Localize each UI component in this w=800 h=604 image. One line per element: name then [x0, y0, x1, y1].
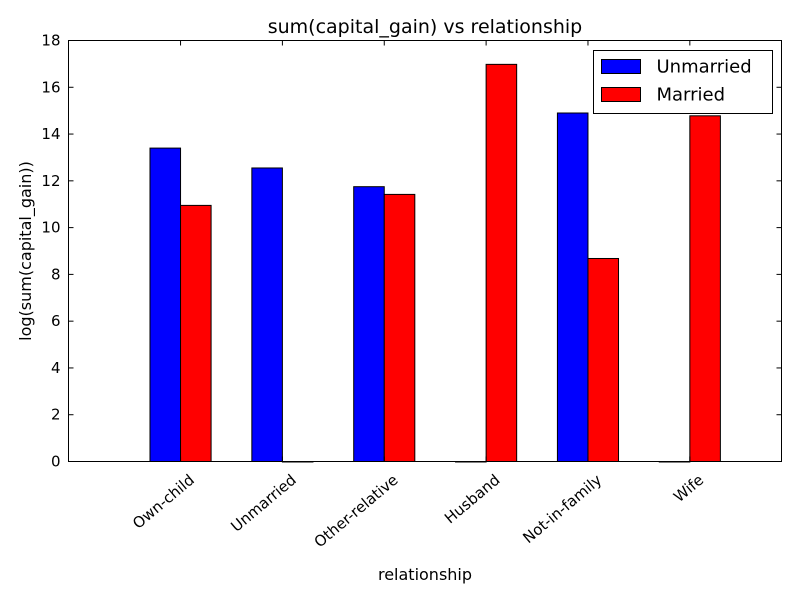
bar-unmarried-not-in-family	[556, 112, 589, 462]
bar-married-other-relative	[383, 193, 416, 462]
x-tick-label-unmarried: Unmarried	[227, 471, 299, 536]
y-tick-label: 8	[51, 265, 61, 283]
y-tick-label: 4	[51, 359, 61, 377]
x-tick-label-husband: Husband	[441, 471, 503, 527]
legend-swatch-married	[601, 87, 641, 102]
y-tick-label: 16	[41, 78, 60, 96]
y-tick-label: 18	[41, 32, 60, 50]
legend: Unmarried Married	[593, 50, 773, 114]
x-tick-label-not-in-family: Not-in-family	[519, 471, 605, 547]
x-tick-label-wife: Wife	[670, 471, 707, 506]
y-tick-label: 0	[51, 453, 61, 471]
legend-label-unmarried: Unmarried	[657, 57, 752, 78]
y-tick-label: 6	[51, 312, 61, 330]
y-tick-label: 12	[41, 172, 60, 190]
chart-title: sum(capital_gain) vs relationship	[268, 16, 583, 38]
bar-unmarried-own-child	[149, 147, 182, 462]
bar-married-own-child	[180, 204, 212, 462]
legend-swatch-unmarried	[601, 59, 641, 74]
x-tick-label-own-child: Own-child	[129, 471, 198, 533]
plot-area-frame	[68, 40, 782, 462]
bar-married-husband	[485, 63, 518, 463]
x-axis-label: relationship	[378, 565, 472, 584]
bar-married-wife	[689, 115, 721, 462]
y-axis-ticks: 0 2 4 6 8 10 12 14 16 18	[41, 32, 782, 471]
y-axis-label: log(sum(capital_gain))	[16, 161, 36, 341]
x-axis-ticks: Own-child Unmarried Other-relative Husband N…	[129, 40, 707, 551]
bar-unmarried-other-relative	[353, 186, 385, 463]
bars-group	[149, 63, 721, 463]
legend-label-married: Married	[657, 85, 726, 106]
bar-married-not-in-family	[587, 257, 620, 462]
y-tick-label: 2	[51, 406, 61, 424]
bar-unmarried-unmarried	[251, 167, 283, 462]
y-tick-label: 10	[41, 219, 60, 237]
y-tick-label: 14	[41, 125, 60, 143]
x-tick-label-other-relative: Other-relative	[311, 471, 402, 551]
